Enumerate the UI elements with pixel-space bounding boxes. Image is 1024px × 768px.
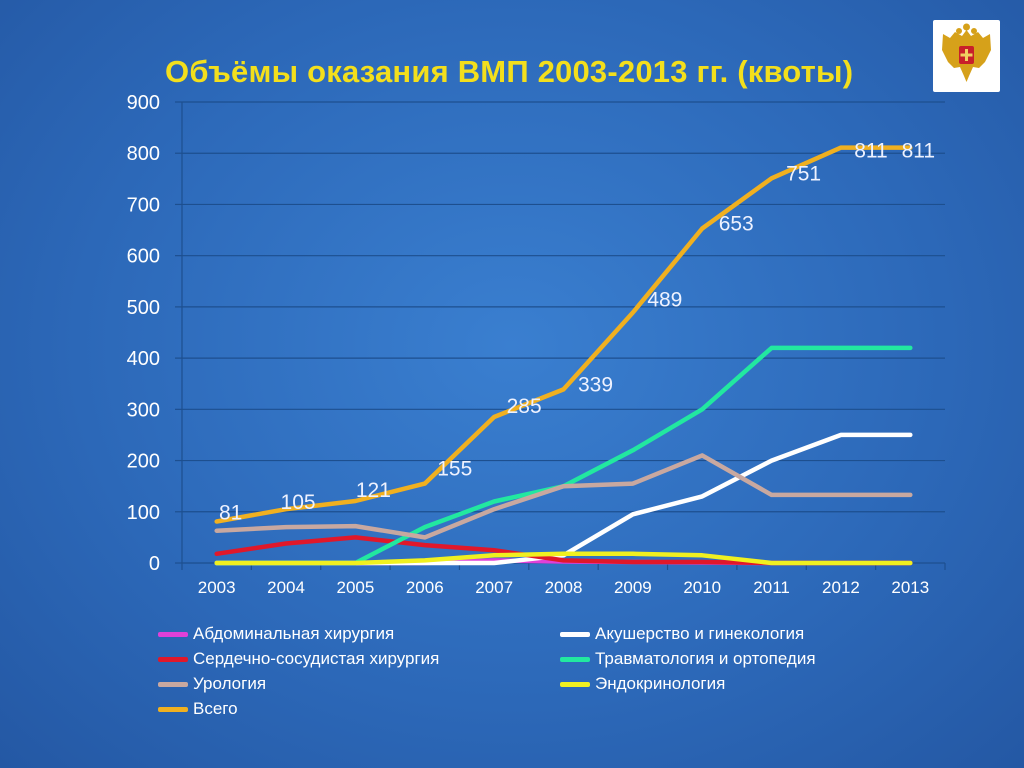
data-label-total: 121 (356, 479, 391, 502)
x-tick-label: 2008 (545, 578, 583, 597)
legend-label: Урология (193, 674, 267, 693)
legend-swatch (158, 706, 188, 712)
legend-item-urology: Урология (158, 674, 266, 694)
legend-swatch (560, 681, 590, 687)
legend-swatch (560, 631, 590, 637)
data-label-total: 811 (902, 140, 935, 163)
legend-swatch (158, 681, 188, 687)
x-tick-label: 2004 (267, 578, 305, 597)
x-tick-label: 2006 (406, 578, 444, 597)
series-line-4 (214, 345, 913, 566)
series-line-5 (214, 453, 913, 540)
legend-swatch (560, 656, 590, 662)
y-tick-label: 700 (127, 194, 160, 216)
legend-label: Эндокринология (595, 674, 726, 693)
legend-label: Акушерство и гинекология (595, 624, 805, 643)
x-tick-label: 2005 (336, 578, 374, 597)
coat-of-arms-emblem (933, 20, 1000, 92)
eagle-emblem-icon (942, 23, 991, 82)
slide-title: Объёмы оказания ВМП 2003-2013 гг. (квоты… (165, 54, 854, 89)
y-tick-label: 500 (127, 297, 160, 319)
legend-label: Травматология и ортопедия (595, 649, 816, 668)
series-line-3 (214, 535, 913, 566)
y-tick-label: 100 (127, 502, 160, 524)
x-tick-label: 2011 (753, 578, 790, 597)
legend-item-obstetrics: Акушерство и гинекология (560, 624, 804, 644)
data-label-total: 489 (647, 289, 682, 312)
y-tick-label: 200 (127, 451, 160, 473)
x-tick-label: 2012 (822, 578, 860, 597)
x-tick-label: 2003 (198, 578, 236, 597)
series-line-7 (214, 145, 913, 524)
legend-item-cardiovascular: Сердечно-сосудистая хирургия (158, 649, 439, 669)
legend-item-total: Всего (158, 699, 238, 719)
x-tick-label: 2013 (891, 578, 929, 597)
x-tick-label: 2007 (475, 578, 513, 597)
chart-legend: Абдоминальная хирургия Акушерство и гине… (150, 622, 970, 732)
x-tick-label: 2010 (683, 578, 721, 597)
y-tick-label: 600 (127, 246, 160, 268)
y-tick-label: 0 (149, 553, 160, 575)
legend-item-abdominal: Абдоминальная хирургия (158, 624, 394, 644)
data-label-total: 339 (578, 373, 613, 396)
legend-swatch (158, 656, 188, 662)
x-tick-label: 2009 (614, 578, 652, 597)
legend-label: Сердечно-сосудистая хирургия (193, 649, 440, 668)
legend-label: Всего (193, 699, 238, 718)
data-label-total: 285 (507, 395, 542, 418)
series-line-2 (214, 432, 913, 566)
y-tick-label: 900 (127, 92, 160, 114)
y-tick-label: 300 (127, 399, 160, 421)
legend-label: Абдоминальная хирургия (193, 624, 395, 643)
y-tick-label: 400 (127, 348, 160, 370)
y-tick-label: 800 (127, 143, 160, 165)
legend-swatch (158, 631, 188, 637)
data-label-total: 653 (719, 213, 754, 236)
series-line-6 (214, 551, 913, 566)
data-label-total: 751 (786, 162, 821, 185)
data-label-total: 105 (281, 491, 316, 514)
data-label-total: 155 (437, 458, 472, 481)
data-label-total: 811 (854, 140, 887, 163)
data-label-total: 81 (219, 502, 242, 525)
legend-item-traumatology: Травматология и ортопедия (560, 649, 816, 669)
legend-item-endocrinology: Эндокринология (560, 674, 725, 694)
